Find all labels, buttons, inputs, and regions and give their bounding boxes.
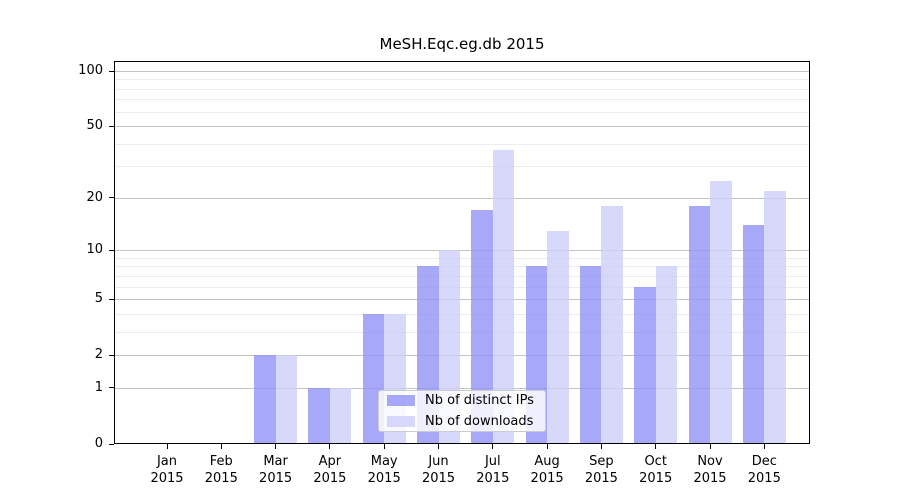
x-tick-mark xyxy=(220,444,222,449)
x-tick-mark xyxy=(329,444,331,449)
bar-downloads-apr xyxy=(329,387,352,443)
y-tick-mark xyxy=(109,249,114,251)
bar-distinct-ips-oct xyxy=(634,286,656,443)
bar-downloads-mar xyxy=(275,355,298,443)
x-axis-tick-label: Nov 2015 xyxy=(693,454,727,486)
minor-gridline xyxy=(115,286,809,288)
minor-gridline xyxy=(115,331,809,333)
y-tick-mark xyxy=(109,70,114,72)
x-tick-mark xyxy=(492,444,494,449)
bar-distinct-ips-nov xyxy=(688,206,710,443)
minor-gridline xyxy=(115,99,809,101)
y-axis-tick-label: 1 xyxy=(94,379,103,395)
minor-gridline xyxy=(115,275,809,277)
legend: Nb of distinct IPs Nb of downloads xyxy=(378,390,546,432)
legend-label-downloads: Nb of downloads xyxy=(425,414,534,429)
x-axis-tick-label: Feb 2015 xyxy=(204,454,238,486)
x-tick-mark xyxy=(600,444,602,449)
x-axis-tick-label: Jul 2015 xyxy=(476,454,510,486)
major-gridline xyxy=(115,71,809,72)
bar-downloads-jul xyxy=(492,150,515,443)
legend-swatch-distinct-ips xyxy=(387,395,415,406)
y-tick-mark xyxy=(109,197,114,199)
y-tick-mark xyxy=(109,354,114,356)
x-tick-mark xyxy=(763,444,765,449)
minor-gridline xyxy=(115,143,809,145)
x-axis-tick-label: Jun 2015 xyxy=(421,454,456,486)
y-tick-mark xyxy=(109,125,114,127)
bar-downloads-nov xyxy=(710,180,732,443)
x-axis-tick-label: May 2015 xyxy=(367,454,401,486)
x-axis-tick-label: Mar 2015 xyxy=(259,454,293,486)
y-axis-tick-label: 50 xyxy=(86,118,103,134)
x-tick-mark xyxy=(383,444,385,449)
bar-distinct-ips-jul xyxy=(471,210,493,443)
legend-entry-downloads: Nb of downloads xyxy=(387,413,536,430)
bar-downloads-dec xyxy=(764,190,786,443)
y-axis-tick-label: 20 xyxy=(86,189,103,205)
y-axis-tick-label: 0 xyxy=(94,436,103,451)
minor-gridline xyxy=(115,313,809,315)
x-tick-mark xyxy=(166,444,168,449)
major-gridline xyxy=(115,126,809,128)
x-axis-tick-label: Sep 2015 xyxy=(584,454,618,486)
y-axis-tick-label: 5 xyxy=(94,291,103,307)
x-axis-tick-label: Apr 2015 xyxy=(313,454,347,486)
major-gridline xyxy=(115,197,809,199)
minor-gridline xyxy=(115,111,809,113)
minor-gridline xyxy=(115,166,809,168)
minor-gridline xyxy=(115,88,809,90)
y-axis-tick-label: 10 xyxy=(86,242,103,258)
minor-gridline xyxy=(115,257,809,259)
bar-downloads-sep xyxy=(601,206,623,443)
minor-gridline xyxy=(115,266,809,268)
x-axis-tick-label: Oct 2015 xyxy=(639,454,673,486)
x-tick-mark xyxy=(275,444,277,449)
major-gridline xyxy=(115,355,809,357)
bar-distinct-ips-dec xyxy=(742,225,765,443)
y-axis-tick-label: 100 xyxy=(78,63,103,78)
legend-label-distinct-ips: Nb of distinct IPs xyxy=(425,393,534,408)
x-tick-mark xyxy=(709,444,711,449)
x-tick-mark xyxy=(438,444,439,449)
minor-gridline xyxy=(115,79,809,81)
chart-title: MeSH.Eqc.eg.db 2015 xyxy=(379,35,545,53)
bar-downloads-oct xyxy=(655,266,678,443)
y-tick-mark xyxy=(109,387,114,389)
bar-downloads-aug xyxy=(547,230,569,443)
x-axis-tick-label: Jan 2015 xyxy=(150,454,184,486)
x-tick-mark xyxy=(546,444,548,449)
y-tick-mark xyxy=(109,298,114,300)
legend-swatch-downloads xyxy=(387,416,415,427)
bar-distinct-ips-apr xyxy=(308,387,330,443)
x-axis-tick-label: Dec 2015 xyxy=(747,454,781,486)
y-tick-mark xyxy=(109,443,114,445)
major-gridline xyxy=(115,299,809,301)
x-tick-mark xyxy=(655,444,657,449)
major-gridline xyxy=(115,387,809,389)
bar-distinct-ips-sep xyxy=(579,266,602,443)
legend-entry-distinct-ips: Nb of distinct IPs xyxy=(387,392,536,409)
bar-distinct-ips-mar xyxy=(254,355,276,443)
y-axis-tick-label: 2 xyxy=(94,347,103,363)
x-axis-tick-label: Aug 2015 xyxy=(530,454,564,486)
major-gridline xyxy=(115,250,809,252)
